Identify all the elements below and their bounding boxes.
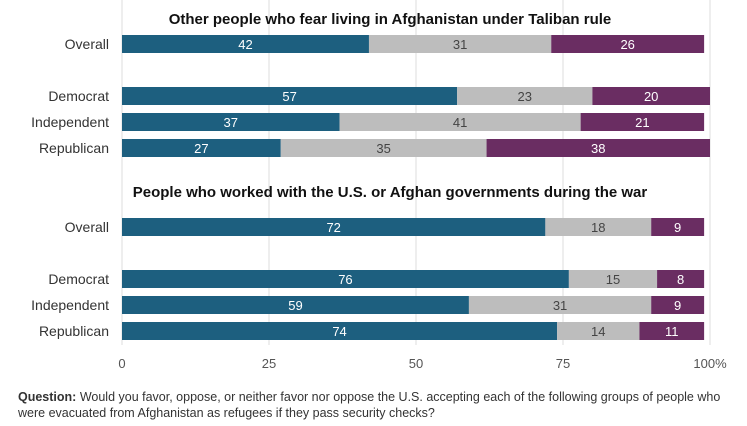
data-label: 18 bbox=[591, 220, 605, 235]
data-label: 8 bbox=[677, 272, 684, 287]
panel-title: People who worked with the U.S. or Afgha… bbox=[133, 184, 648, 201]
data-label: 11 bbox=[665, 324, 679, 339]
data-label: 21 bbox=[635, 115, 649, 130]
bar-segment bbox=[592, 87, 710, 105]
bar-segment bbox=[122, 139, 281, 157]
x-tick-label: 0 bbox=[118, 356, 125, 371]
bar-segment bbox=[122, 270, 569, 288]
data-label: 37 bbox=[224, 115, 238, 130]
bar-segment bbox=[457, 87, 593, 105]
data-label: 35 bbox=[376, 141, 390, 156]
bar-segment bbox=[657, 270, 705, 288]
category-label: Democrat bbox=[48, 271, 109, 287]
bar-segment bbox=[651, 296, 705, 314]
x-tick-label: 75 bbox=[556, 356, 570, 371]
bar-segment bbox=[568, 270, 658, 288]
bar-segment bbox=[639, 322, 705, 340]
bar-segment bbox=[580, 113, 705, 131]
bar-segment bbox=[551, 35, 705, 53]
category-label: Independent bbox=[31, 297, 109, 313]
bar-segment bbox=[468, 296, 652, 314]
question-label: Question: bbox=[18, 390, 77, 404]
question-text: Would you favor, oppose, or neither favo… bbox=[18, 390, 721, 420]
bar-segment bbox=[486, 139, 710, 157]
data-label: 38 bbox=[591, 141, 605, 156]
bar-segment bbox=[122, 87, 458, 105]
data-label: 15 bbox=[606, 272, 620, 287]
category-label: Republican bbox=[39, 323, 109, 339]
category-label: Overall bbox=[65, 219, 109, 235]
category-label: Republican bbox=[39, 140, 109, 156]
data-label: 59 bbox=[288, 298, 302, 313]
bar-segment bbox=[339, 113, 581, 131]
category-label: Independent bbox=[31, 114, 109, 130]
panel-title: Other people who fear living in Afghanis… bbox=[169, 11, 612, 28]
bar-segment bbox=[122, 296, 469, 314]
x-tick-label: 50 bbox=[409, 356, 423, 371]
bar-segment bbox=[122, 113, 340, 131]
footnote: Question: Would you favor, oppose, or ne… bbox=[18, 389, 733, 421]
bar-segment bbox=[368, 35, 552, 53]
data-label: 9 bbox=[674, 298, 681, 313]
bar-segment bbox=[545, 218, 652, 236]
data-label: 76 bbox=[338, 272, 352, 287]
bar-segment bbox=[122, 35, 369, 53]
category-label: Democrat bbox=[48, 88, 109, 104]
data-label: 42 bbox=[238, 37, 252, 52]
data-label: 41 bbox=[453, 115, 467, 130]
bar-segment bbox=[651, 218, 705, 236]
data-label: 20 bbox=[644, 89, 658, 104]
bar-segment bbox=[280, 139, 487, 157]
data-label: 9 bbox=[674, 220, 681, 235]
data-label: 31 bbox=[553, 298, 567, 313]
bar-segment bbox=[122, 218, 546, 236]
data-label: 31 bbox=[453, 37, 467, 52]
data-label: 23 bbox=[518, 89, 532, 104]
x-tick-label: 25 bbox=[262, 356, 276, 371]
bar-segment bbox=[557, 322, 640, 340]
data-label: 57 bbox=[282, 89, 296, 104]
data-label: 72 bbox=[326, 220, 340, 235]
data-label: 14 bbox=[591, 324, 605, 339]
data-label: 27 bbox=[194, 141, 208, 156]
bar-segment bbox=[122, 322, 558, 340]
x-tick-label: 100% bbox=[693, 356, 727, 371]
stacked-bar-chart: 0 25 50 75 100% Other people who fear living … bbox=[31, 0, 727, 371]
category-label: Overall bbox=[65, 36, 109, 52]
data-label: 26 bbox=[620, 37, 634, 52]
data-label: 74 bbox=[332, 324, 346, 339]
